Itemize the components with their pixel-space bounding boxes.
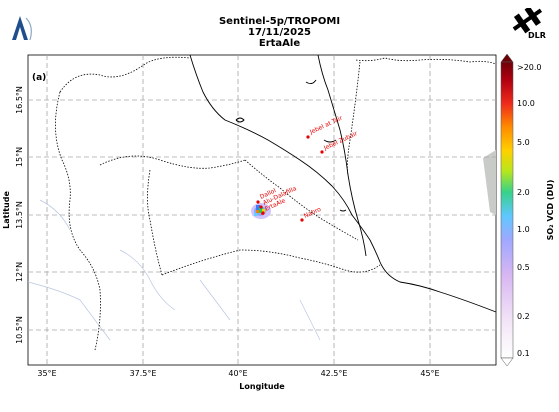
title-line-1: Sentinel-5p/TROPOMI: [218, 16, 341, 27]
x-axis-label: Longitude: [239, 382, 285, 391]
x-tick: 37.5°E: [130, 369, 157, 378]
rivers: [27, 199, 321, 341]
colorbar-label: SO₂ VCD (DU): [546, 180, 555, 241]
volcano-markers: [256, 135, 324, 222]
volcano-marker: [259, 205, 263, 209]
colorbar-tick: 10.0: [517, 99, 535, 108]
y-tick: 12°N: [15, 262, 24, 282]
y-tick: 13.5°N: [15, 201, 24, 229]
volcano-marker: [261, 211, 265, 215]
y-tick: 16.5°N: [15, 86, 24, 114]
y-tick: 15°N: [15, 147, 24, 167]
title-date: 17/11/2025: [248, 27, 311, 38]
volcano-marker: [300, 218, 304, 222]
dlr-logo-text: DLR: [528, 31, 546, 40]
dlr-logo: [504, 6, 554, 44]
x-tick-labels: 35°E 37.5°E 40°E 42.5°E 45°E: [37, 369, 439, 378]
colorbar-tick: >20.0: [517, 63, 542, 72]
swath-gap: [483, 150, 496, 215]
x-tick: 45°E: [420, 369, 439, 378]
colorbar-tick: 1.0: [517, 225, 530, 234]
colorbar: [500, 53, 514, 367]
colorbar-ticks: >20.0 10.0 5.0 2.0 1.0 0.5 0.2 0.1: [517, 63, 542, 358]
x-tick: 40°E: [228, 369, 247, 378]
y-axis-label: Latitude: [2, 191, 11, 229]
coastline: [189, 54, 497, 313]
volcano-marker: [320, 150, 324, 154]
volcano-marker: [256, 200, 260, 204]
colorbar-tick: 0.5: [517, 263, 530, 272]
colorbar-tick: 0.1: [517, 349, 530, 358]
x-tick: 35°E: [37, 369, 56, 378]
borders: [55, 56, 497, 351]
title-volcano: ErtaAle: [258, 38, 301, 49]
colorbar-tick: 0.2: [517, 312, 530, 321]
panel-label: (a): [32, 73, 46, 83]
agency-logo: [4, 10, 38, 46]
colorbar-tick: 5.0: [517, 138, 530, 147]
colorbar-tick: 2.0: [517, 188, 530, 197]
y-tick: 10.5°N: [15, 316, 24, 344]
y-tick-labels: 16.5°N 15°N 13.5°N 12°N 10.5°N: [15, 86, 24, 344]
x-tick: 42.5°E: [321, 369, 348, 378]
volcano-marker: [306, 135, 310, 139]
